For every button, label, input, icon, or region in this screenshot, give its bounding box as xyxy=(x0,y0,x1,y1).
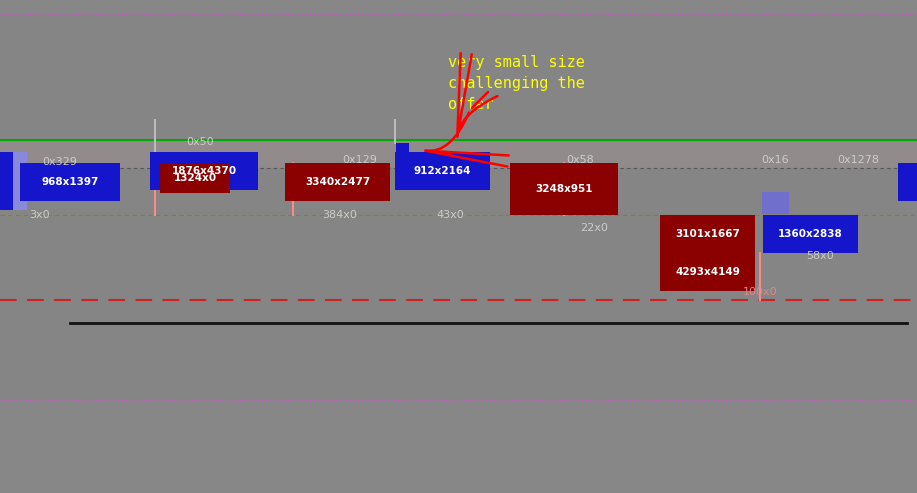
Bar xyxy=(763,215,858,253)
Text: 43x0: 43x0 xyxy=(436,210,464,220)
Text: 1876x4370: 1876x4370 xyxy=(171,166,237,176)
Text: 0x329: 0x329 xyxy=(42,157,77,167)
Bar xyxy=(762,192,789,214)
Text: 100x0: 100x0 xyxy=(743,287,778,297)
Text: 1360x2838: 1360x2838 xyxy=(779,229,843,239)
Text: 4293x4149: 4293x4149 xyxy=(675,267,740,277)
Text: 22x0: 22x0 xyxy=(580,223,608,233)
Text: 0x58: 0x58 xyxy=(566,155,594,165)
Text: 58x0: 58x0 xyxy=(806,251,834,261)
Text: 3101x1667: 3101x1667 xyxy=(675,229,740,239)
Bar xyxy=(0,140,917,168)
Text: 3248x951: 3248x951 xyxy=(536,184,592,194)
Text: very small size
challenging the
offer: very small size challenging the offer xyxy=(448,55,585,112)
Bar xyxy=(395,152,490,190)
Text: 968x1397: 968x1397 xyxy=(41,177,99,187)
Text: 0x16: 0x16 xyxy=(761,155,789,165)
Text: 0x1278: 0x1278 xyxy=(837,155,879,165)
Bar xyxy=(660,215,755,253)
Bar xyxy=(510,163,618,215)
Bar xyxy=(0,14,917,400)
Bar xyxy=(898,163,917,201)
Bar xyxy=(160,163,230,193)
Text: 3x0: 3x0 xyxy=(29,210,50,220)
Text: 1324x0: 1324x0 xyxy=(173,173,216,183)
Bar xyxy=(396,143,409,161)
Bar xyxy=(660,253,755,291)
Bar xyxy=(20,163,120,201)
Text: 3340x2477: 3340x2477 xyxy=(304,177,370,187)
Bar xyxy=(0,152,13,210)
Bar xyxy=(285,163,390,201)
Bar xyxy=(13,152,27,210)
Text: 912x2164: 912x2164 xyxy=(414,166,471,176)
Text: 0x129: 0x129 xyxy=(343,155,378,165)
Bar xyxy=(150,152,258,190)
Text: 384x0: 384x0 xyxy=(323,210,358,220)
Text: 0x50: 0x50 xyxy=(186,137,214,147)
